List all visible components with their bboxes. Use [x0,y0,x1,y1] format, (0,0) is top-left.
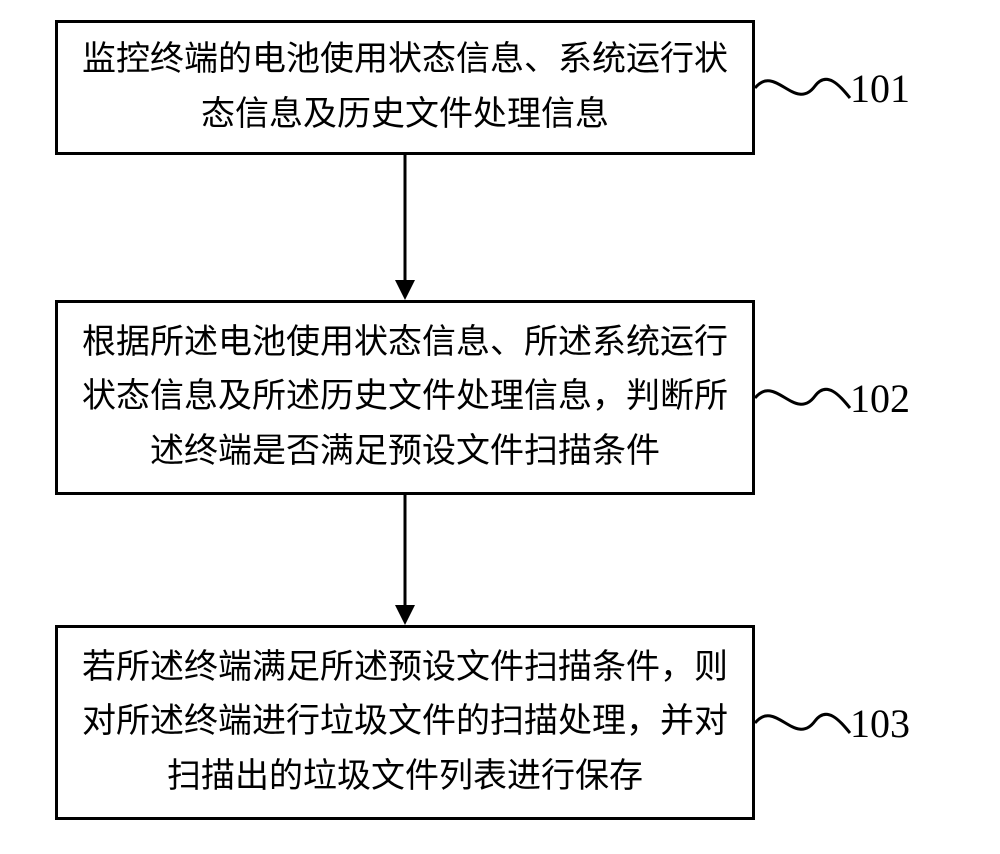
flow-node-1: 监控终端的电池使用状态信息、系统运行状态信息及历史文件处理信息 [55,20,755,155]
arrow-1-2 [390,155,420,300]
tilde-3 [755,703,850,743]
flow-label-3: 103 [850,700,910,747]
flow-node-2-text: 根据所述电池使用状态信息、所述系统运行状态信息及所述历史文件处理信息，判断所述终… [78,316,732,479]
flow-node-3-text: 若所述终端满足所述预设文件扫描条件，则对所述终端进行垃圾文件的扫描处理，并对扫描… [78,641,732,804]
flow-node-3: 若所述终端满足所述预设文件扫描条件，则对所述终端进行垃圾文件的扫描处理，并对扫描… [55,625,755,820]
flow-node-2: 根据所述电池使用状态信息、所述系统运行状态信息及所述历史文件处理信息，判断所述终… [55,300,755,495]
flowchart-canvas: 监控终端的电池使用状态信息、系统运行状态信息及历史文件处理信息 101 根据所述… [0,0,1000,854]
flow-node-1-text: 监控终端的电池使用状态信息、系统运行状态信息及历史文件处理信息 [78,33,732,142]
flow-label-2: 102 [850,375,910,422]
tilde-1 [755,68,850,108]
arrow-2-3 [390,495,420,625]
tilde-2 [755,378,850,418]
flow-label-1: 101 [850,65,910,112]
